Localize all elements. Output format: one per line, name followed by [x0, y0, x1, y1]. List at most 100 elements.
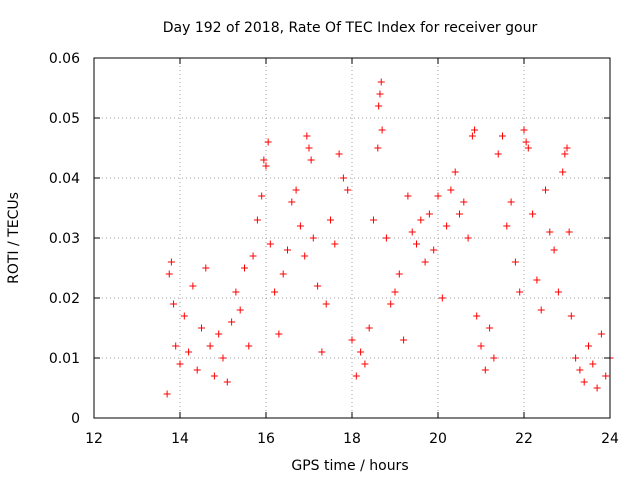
data-point	[348, 336, 356, 344]
x-tick-labels: 12 14 16 18 20 22 24	[85, 431, 619, 447]
data-point	[507, 198, 515, 206]
data-point	[447, 186, 455, 194]
y-tick-label: 0	[71, 411, 80, 427]
data-point	[352, 372, 360, 380]
data-point	[602, 372, 610, 380]
data-point	[524, 144, 532, 152]
data-point	[172, 342, 180, 350]
data-point	[266, 240, 274, 248]
data-point	[279, 270, 287, 278]
data-point	[335, 150, 343, 158]
data-point	[202, 264, 210, 272]
data-point	[593, 384, 601, 392]
data-point	[473, 312, 481, 320]
data-point	[413, 240, 420, 248]
data-point	[344, 186, 352, 194]
data-point	[193, 366, 201, 374]
y-tick-label: 0.04	[49, 171, 80, 187]
axis-ticks	[93, 57, 611, 419]
data-point	[550, 246, 558, 254]
data-point	[322, 300, 330, 308]
data-point	[400, 336, 408, 344]
data-point	[391, 288, 399, 296]
data-point	[260, 156, 268, 164]
data-point	[210, 372, 218, 380]
data-point	[499, 132, 506, 140]
data-point	[520, 126, 528, 134]
data-point	[301, 252, 309, 260]
y-axis-label: ROTI / TECUs	[6, 192, 22, 284]
data-point	[382, 234, 390, 242]
data-point	[460, 198, 468, 206]
data-point	[378, 126, 386, 134]
data-point	[253, 216, 261, 224]
data-point	[305, 144, 313, 152]
data-point	[374, 144, 382, 152]
x-tick-label: 20	[429, 431, 447, 447]
data-point	[271, 288, 279, 296]
data-point	[421, 258, 429, 266]
data-point	[404, 192, 412, 200]
data-point	[554, 288, 562, 296]
data-point	[307, 156, 315, 164]
data-point	[417, 216, 425, 224]
x-tick-label: 22	[515, 431, 533, 447]
y-tick-label: 0.01	[49, 351, 80, 367]
data-point	[327, 216, 334, 224]
data-point	[339, 174, 347, 182]
data-point	[589, 360, 597, 368]
data-point	[245, 342, 253, 350]
data-point	[264, 138, 272, 146]
data-point	[563, 144, 571, 152]
data-point	[275, 330, 283, 338]
data-point	[296, 222, 304, 230]
data-point	[331, 240, 339, 248]
data-point	[585, 342, 592, 350]
data-point	[561, 150, 569, 158]
data-point	[370, 216, 377, 224]
data-point	[597, 330, 605, 338]
data-points	[163, 78, 614, 398]
data-point	[228, 318, 236, 326]
data-point	[170, 300, 178, 308]
x-tick-label: 18	[343, 431, 361, 447]
data-point	[215, 330, 223, 338]
data-point	[206, 342, 214, 350]
data-point	[477, 342, 485, 350]
data-point	[494, 150, 502, 158]
data-point	[223, 378, 231, 386]
data-point	[375, 102, 383, 110]
data-point	[387, 300, 395, 308]
data-point	[258, 192, 266, 200]
y-tick-labels: 0 0.01 0.02 0.03 0.04 0.05 0.06	[49, 51, 80, 427]
data-point	[198, 324, 205, 332]
data-point	[522, 138, 530, 146]
data-point	[438, 294, 446, 302]
data-point	[572, 354, 580, 362]
data-point	[503, 222, 511, 230]
x-tick-label: 14	[171, 431, 189, 447]
y-tick-label: 0.06	[49, 51, 80, 67]
chart-title: Day 192 of 2018, Rate Of TEC Index for r…	[163, 20, 538, 36]
data-point	[292, 186, 300, 194]
y-tick-label: 0.05	[49, 111, 80, 127]
data-point	[511, 258, 519, 266]
data-point	[529, 210, 537, 218]
data-point	[249, 252, 257, 260]
data-point	[537, 306, 545, 314]
x-tick-label: 24	[601, 431, 619, 447]
data-point	[576, 366, 584, 374]
data-point	[232, 288, 240, 296]
data-point	[580, 378, 588, 386]
data-point	[284, 246, 291, 254]
data-point	[486, 324, 494, 332]
data-point	[176, 360, 184, 368]
data-point	[376, 90, 384, 98]
data-point	[189, 282, 197, 290]
data-point	[408, 228, 416, 236]
data-point	[395, 270, 403, 278]
data-point	[365, 324, 373, 332]
data-point	[464, 234, 472, 242]
data-point	[542, 186, 549, 194]
